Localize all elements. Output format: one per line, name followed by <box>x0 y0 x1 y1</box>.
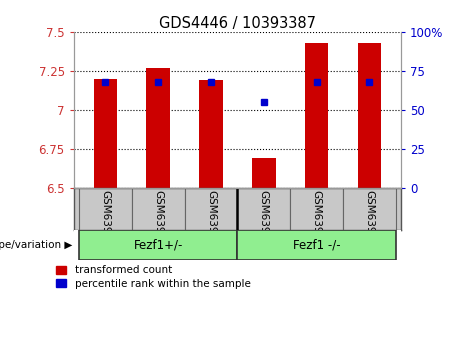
Bar <box>146 68 170 188</box>
Text: GSM639938: GSM639938 <box>100 190 111 253</box>
Legend: transformed count, percentile rank within the sample: transformed count, percentile rank withi… <box>56 266 250 289</box>
Bar <box>358 43 381 188</box>
Bar <box>199 80 223 188</box>
Bar <box>290 188 343 230</box>
Title: GDS4446 / 10393387: GDS4446 / 10393387 <box>159 16 316 31</box>
Bar <box>237 230 396 260</box>
Bar <box>79 188 132 230</box>
Bar <box>343 188 396 230</box>
Text: GSM639941: GSM639941 <box>259 190 269 253</box>
Bar <box>132 188 184 230</box>
Bar <box>252 158 276 188</box>
Text: genotype/variation ▶: genotype/variation ▶ <box>0 240 73 250</box>
Text: GSM639942: GSM639942 <box>312 190 322 253</box>
Bar <box>94 79 117 188</box>
Text: GSM639939: GSM639939 <box>153 190 163 253</box>
Bar <box>184 188 237 230</box>
Text: Fezf1+/-: Fezf1+/- <box>134 239 183 252</box>
Text: GSM639940: GSM639940 <box>206 190 216 253</box>
Bar <box>237 188 290 230</box>
Text: Fezf1 -/-: Fezf1 -/- <box>293 239 340 252</box>
Bar <box>305 43 329 188</box>
Text: GSM639943: GSM639943 <box>364 190 374 253</box>
Bar <box>79 230 237 260</box>
